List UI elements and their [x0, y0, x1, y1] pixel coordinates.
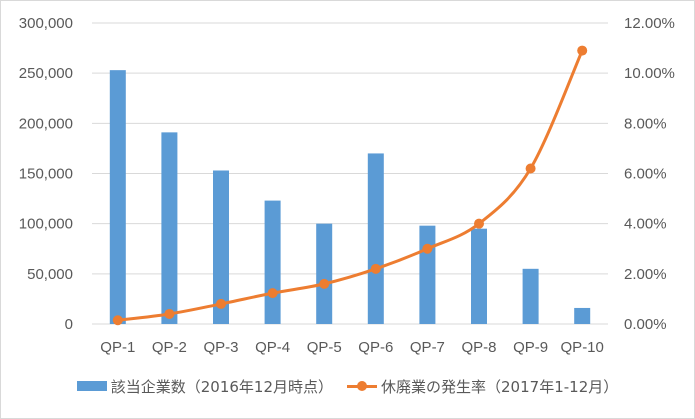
x-tick-label: QP-4	[255, 339, 290, 356]
x-tick-label: QP-7	[410, 339, 445, 356]
bar[interactable]	[574, 307, 591, 324]
line-marker[interactable]	[474, 218, 484, 229]
right-tick-label: 12.00%	[624, 15, 675, 32]
bar-swatch-icon	[76, 381, 107, 391]
right-axis-ticks: 0.00% 2.00% 4.00% 6.00% 8.00% 10.00% 12.00%	[624, 15, 675, 333]
x-tick-label: QP-9	[513, 339, 548, 356]
x-tick-label: QP-3	[203, 339, 238, 356]
left-tick-label: 200,000	[19, 115, 73, 132]
bar[interactable]	[161, 132, 178, 324]
right-tick-label: 8.00%	[624, 115, 667, 132]
left-tick-label: 250,000	[19, 65, 73, 82]
right-tick-label: 0.00%	[624, 316, 667, 333]
bar[interactable]	[316, 223, 333, 324]
bar-series	[109, 70, 591, 324]
left-tick-label: 0	[65, 316, 73, 333]
line-marker[interactable]	[112, 315, 123, 326]
legend-item-bar[interactable]: 該当企業数（2016年12月時点）	[76, 376, 334, 397]
right-tick-label: 2.00%	[624, 266, 667, 283]
x-axis-ticks: QP-1 QP-2 QP-3 QP-4 QP-5 QP-6 QP-7 QP-8 QP-9 QP-1…	[100, 339, 604, 356]
gridlines	[92, 22, 608, 325]
left-tick-label: 50,000	[27, 266, 73, 283]
bar[interactable]	[213, 170, 229, 324]
line-marker[interactable]	[525, 163, 536, 174]
bar[interactable]	[419, 225, 436, 324]
line-marker-swatch-icon	[347, 380, 378, 392]
x-tick-label: QP-1	[100, 339, 135, 356]
bar[interactable]	[367, 153, 384, 324]
line-marker[interactable]	[422, 243, 433, 254]
x-tick-label: QP-6	[358, 339, 393, 356]
line-marker[interactable]	[164, 308, 175, 319]
right-tick-label: 6.00%	[624, 166, 667, 183]
legend: 該当企業数（2016年12月時点） 休廃業の発生率（2017年1-12月）	[0, 371, 695, 401]
bar[interactable]	[471, 228, 487, 324]
left-tick-label: 100,000	[19, 216, 73, 233]
line-marker[interactable]	[577, 45, 588, 56]
legend-item-line[interactable]: 休廃業の発生率（2017年1-12月）	[347, 376, 618, 397]
left-tick-label: 150,000	[19, 166, 73, 183]
line-marker[interactable]	[267, 288, 278, 299]
x-tick-label: QP-5	[307, 339, 342, 356]
x-tick-label: QP-8	[461, 339, 496, 356]
line-marker[interactable]	[216, 298, 226, 309]
x-tick-label: QP-2	[152, 339, 187, 356]
bar[interactable]	[109, 70, 126, 324]
bar[interactable]	[522, 268, 539, 324]
left-axis-ticks: 0 50,000 100,000 150,000 200,000 250,000 300,0…	[19, 15, 73, 333]
line-series	[112, 45, 588, 326]
line-marker[interactable]	[319, 278, 330, 289]
left-tick-label: 300,000	[19, 15, 73, 32]
right-tick-label: 10.00%	[624, 65, 675, 82]
right-tick-label: 4.00%	[624, 216, 667, 233]
rate-line	[117, 49, 584, 322]
line-marker[interactable]	[370, 263, 381, 274]
bar[interactable]	[264, 200, 281, 324]
legend-line-label: 休廃業の発生率（2017年1-12月）	[381, 377, 619, 396]
legend-bar-label: 該当企業数（2016年12月時点）	[110, 377, 334, 396]
x-tick-label: QP-10	[561, 339, 604, 356]
